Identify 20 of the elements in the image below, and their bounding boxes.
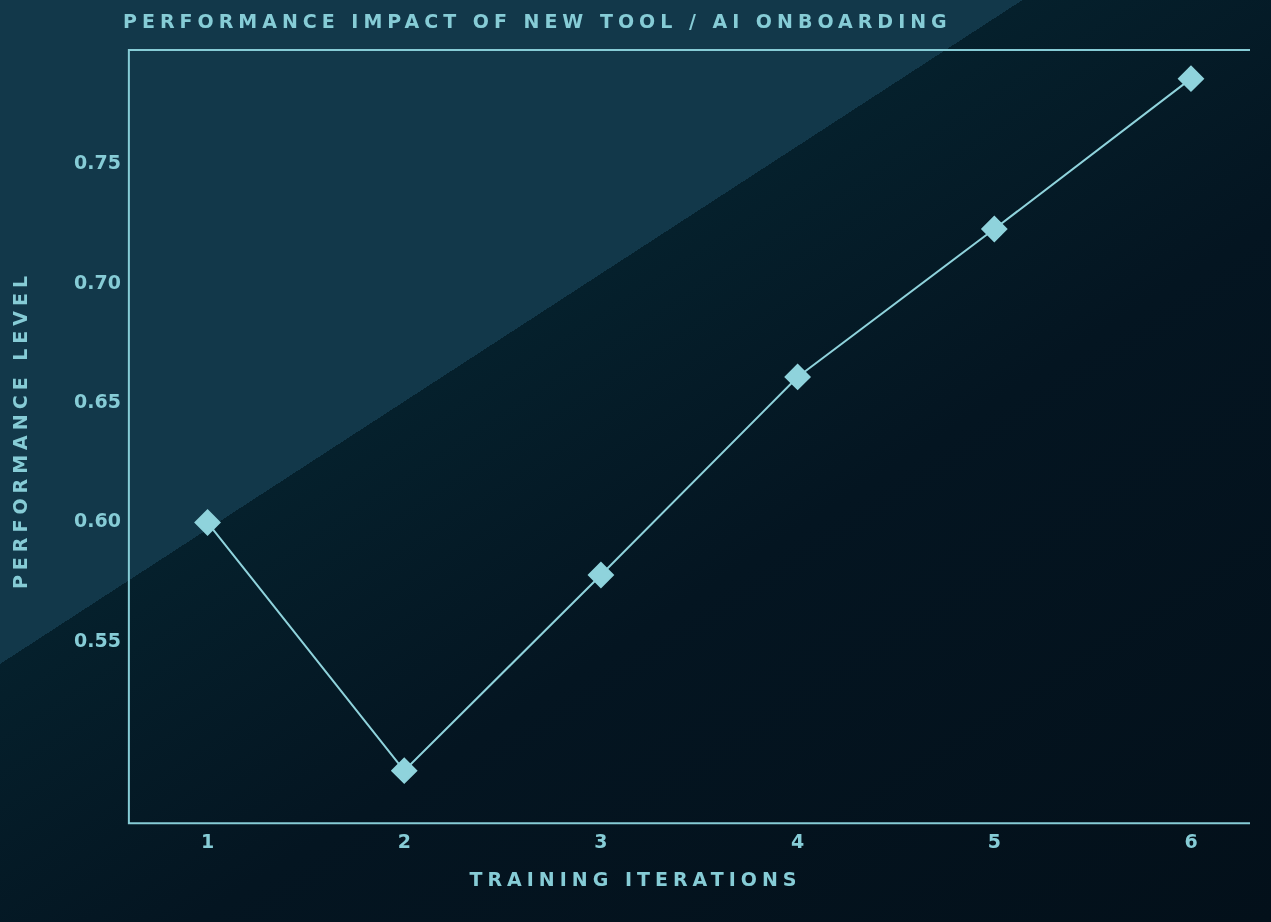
point [784, 363, 811, 390]
y-tick-label: 0.75 [73, 151, 121, 174]
point [981, 215, 1008, 242]
y-tick-label: 0.65 [73, 390, 121, 413]
y-tick-label: 0.60 [73, 509, 121, 532]
point [194, 509, 221, 536]
x-tick-label: 5 [987, 829, 1001, 852]
point [587, 562, 614, 589]
x-tick-label: 6 [1184, 829, 1198, 852]
y-tick-label: 0.55 [73, 628, 121, 651]
x-axis-title: TRAINING ITERATIONS [468, 868, 803, 890]
point [391, 757, 418, 784]
chart-title: PERFORMANCE IMPACT OF NEW TOOL / AI ONBOARDING [123, 10, 952, 32]
y-axis-title: PERFORMANCE LEVEL [9, 270, 31, 590]
x-tick-label: 1 [200, 829, 215, 852]
y-tick-label: 0.70 [73, 270, 121, 293]
x-tick-label: 3 [594, 829, 608, 852]
x-tick-label: 2 [397, 829, 411, 852]
x-tick-label: 4 [791, 829, 805, 852]
point [1177, 65, 1204, 92]
